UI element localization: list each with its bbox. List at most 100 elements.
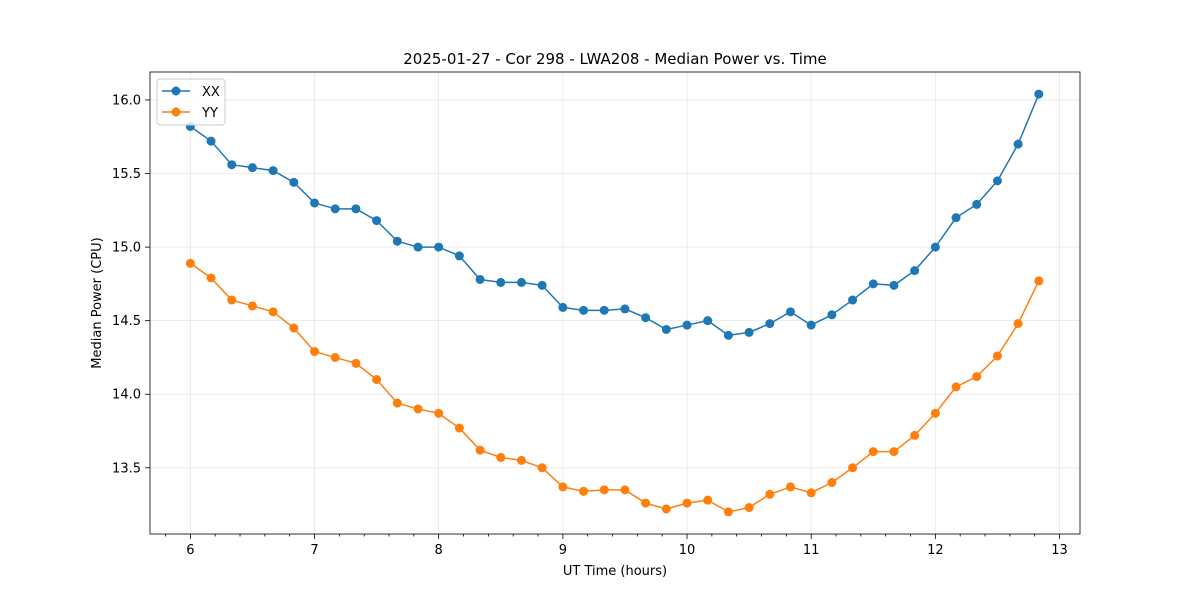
grid <box>150 72 1080 534</box>
data-point-yy <box>268 307 278 317</box>
y-tick-label: 13.5 <box>112 461 141 476</box>
y-tick-label: 14.5 <box>112 314 141 329</box>
data-point-yy <box>454 423 464 433</box>
data-point-xx <box>392 236 402 246</box>
data-point-xx <box>599 305 609 315</box>
data-point-xx <box>765 319 775 329</box>
data-point-xx <box>868 279 878 289</box>
ticks: 6 7 8 9 10 11 12 13 13.5 14.0 14.5 15.0 15.5 16.0 <box>112 93 1068 558</box>
series-layer <box>185 89 1044 517</box>
data-point-yy <box>227 295 237 305</box>
data-point-yy <box>434 408 444 418</box>
data-point-yy <box>723 507 733 517</box>
x-tick-label: 7 <box>310 543 318 558</box>
data-point-yy <box>910 430 920 440</box>
data-point-xx <box>910 266 920 276</box>
data-point-yy <box>1034 276 1044 286</box>
data-point-yy <box>889 447 899 457</box>
data-point-yy <box>930 408 940 418</box>
x-tick-label: 8 <box>435 543 443 558</box>
data-point-yy <box>599 485 609 495</box>
series-yy <box>185 258 1044 517</box>
data-point-yy <box>806 488 816 498</box>
data-point-yy <box>1013 319 1023 329</box>
data-point-yy <box>310 347 320 357</box>
x-tick-label: 12 <box>927 543 944 558</box>
data-point-xx <box>227 160 237 170</box>
legend-marker-yy <box>171 107 181 117</box>
legend-label-yy: YY <box>201 106 218 121</box>
data-point-xx <box>330 204 340 214</box>
chart-title: 2025-01-27 - Cor 298 - LWA208 - Median P… <box>403 50 827 68</box>
data-point-xx <box>516 277 526 287</box>
data-point-yy <box>537 463 547 473</box>
data-point-yy <box>475 445 485 455</box>
x-tick-label: 6 <box>186 543 194 558</box>
data-point-yy <box>620 485 630 495</box>
data-point-xx <box>827 310 837 320</box>
data-point-yy <box>372 375 382 385</box>
data-point-xx <box>310 198 320 208</box>
data-point-yy <box>641 498 651 508</box>
data-point-yy <box>744 503 754 513</box>
data-point-xx <box>744 327 754 337</box>
plot-frame <box>149 71 1081 535</box>
legend-marker-xx <box>171 86 181 96</box>
y-tick-label: 14.0 <box>112 388 141 403</box>
data-point-yy <box>516 455 526 465</box>
data-point-xx <box>992 176 1002 186</box>
data-point-yy <box>661 504 671 514</box>
data-point-xx <box>413 242 423 252</box>
data-point-yy <box>765 489 775 499</box>
data-point-xx <box>1034 89 1044 99</box>
data-point-xx <box>620 304 630 314</box>
data-point-xx <box>537 280 547 290</box>
legend: XX YY <box>156 78 226 126</box>
x-tick-label: 10 <box>679 543 696 558</box>
data-point-yy <box>703 495 713 505</box>
x-tick-label: 13 <box>1051 543 1068 558</box>
data-point-yy <box>392 398 402 408</box>
y-tick-label: 16.0 <box>112 93 141 108</box>
data-point-xx <box>475 274 485 284</box>
data-point-xx <box>848 295 858 305</box>
data-point-yy <box>289 323 299 333</box>
data-point-yy <box>682 498 692 508</box>
data-point-yy <box>558 482 568 492</box>
data-point-yy <box>330 352 340 362</box>
data-point-yy <box>496 452 506 462</box>
data-point-xx <box>930 242 940 252</box>
data-point-xx <box>268 166 278 176</box>
x-axis-label: UT Time (hours) <box>563 564 667 579</box>
data-point-xx <box>558 302 568 312</box>
data-point-yy <box>247 301 257 311</box>
data-point-xx <box>972 199 982 209</box>
data-point-xx <box>372 216 382 226</box>
data-point-xx <box>289 177 299 187</box>
y-tick-label: 15.5 <box>112 167 141 182</box>
x-tick-label: 9 <box>559 543 567 558</box>
data-point-yy <box>579 486 589 496</box>
data-point-yy <box>848 463 858 473</box>
data-point-xx <box>434 242 444 252</box>
data-point-yy <box>951 382 961 392</box>
data-point-xx <box>682 320 692 330</box>
data-point-xx <box>641 313 651 323</box>
data-point-xx <box>723 330 733 340</box>
data-point-yy <box>992 351 1002 361</box>
data-point-xx <box>951 213 961 223</box>
data-point-xx <box>351 204 361 214</box>
data-point-yy <box>351 358 361 368</box>
data-point-yy <box>868 447 878 457</box>
data-point-xx <box>889 280 899 290</box>
data-point-xx <box>454 251 464 261</box>
data-point-xx <box>703 316 713 326</box>
y-tick-label: 15.0 <box>112 241 141 256</box>
x-tick-label: 11 <box>803 543 820 558</box>
data-point-xx <box>806 320 816 330</box>
series-xx <box>185 89 1044 340</box>
data-point-xx <box>579 305 589 315</box>
data-point-xx <box>785 307 795 317</box>
y-axis-label: Median Power (CPU) <box>90 237 105 368</box>
